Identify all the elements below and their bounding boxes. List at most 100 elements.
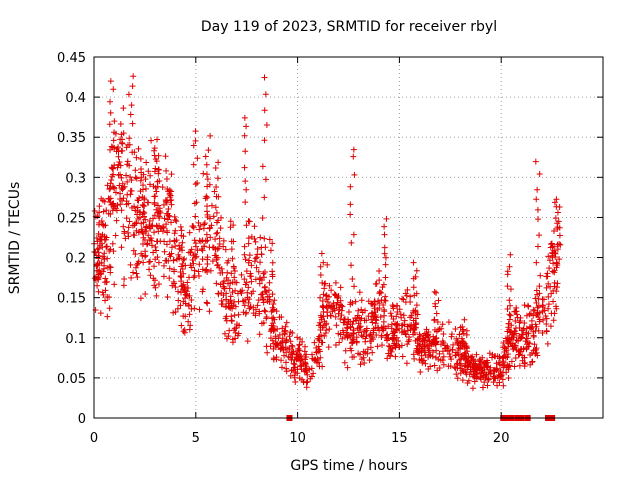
- data-point: [171, 280, 178, 287]
- data-point: [392, 353, 399, 360]
- data-point: [192, 137, 199, 144]
- data-point: [338, 307, 345, 314]
- y-tick-label: 0.15: [57, 292, 86, 307]
- data-point: [97, 236, 104, 243]
- data-point: [168, 250, 175, 257]
- data-point: [270, 300, 277, 307]
- data-point: [404, 286, 411, 293]
- data-point: [324, 298, 331, 305]
- data-point: [367, 300, 374, 307]
- data-point: [515, 338, 522, 345]
- x-tick-label: 0: [90, 431, 98, 446]
- data-point: [151, 147, 158, 154]
- data-point: [181, 329, 188, 336]
- data-point: [250, 310, 257, 317]
- data-point: [476, 357, 483, 364]
- data-point: [274, 340, 281, 347]
- data-point: [521, 302, 528, 309]
- data-point: [117, 201, 124, 208]
- data-point: [496, 379, 503, 386]
- data-point: [499, 354, 506, 361]
- data-point: [221, 330, 228, 337]
- data-point: [260, 299, 267, 306]
- data-point: [332, 279, 339, 286]
- data-point: [370, 313, 377, 320]
- data-point: [288, 342, 295, 349]
- data-point: [407, 298, 414, 305]
- data-point: [200, 243, 207, 250]
- x-tick-label: 10: [289, 431, 306, 446]
- data-point: [508, 358, 515, 365]
- data-point: [332, 342, 339, 349]
- data-point: [138, 166, 145, 173]
- data-point: [117, 190, 124, 197]
- data-point: [283, 336, 290, 343]
- data-point: [350, 336, 357, 343]
- data-point: [528, 325, 535, 332]
- data-point: [130, 231, 137, 238]
- data-point: [261, 307, 268, 314]
- data-point: [119, 180, 126, 187]
- data-point: [314, 355, 321, 362]
- data-point: [534, 206, 541, 213]
- data-point: [227, 280, 234, 287]
- data-point: [339, 303, 346, 310]
- data-point: [147, 258, 154, 265]
- data-point: [310, 370, 317, 377]
- data-point: [412, 321, 419, 328]
- data-point: [125, 224, 132, 231]
- data-point: [322, 292, 329, 299]
- data-point: [505, 375, 512, 382]
- data-point: [363, 333, 370, 340]
- data-point: [431, 326, 438, 333]
- data-point: [190, 161, 197, 168]
- data-point: [528, 317, 535, 324]
- data-point: [231, 264, 238, 271]
- data-point: [407, 326, 414, 333]
- data-point: [481, 360, 488, 367]
- data-point: [140, 202, 147, 209]
- data-point: [262, 91, 269, 98]
- data-point: [256, 331, 263, 338]
- data-point: [537, 272, 544, 279]
- data-point: [142, 176, 149, 183]
- data-point: [527, 310, 534, 317]
- data-point: [138, 220, 145, 227]
- data-point: [350, 318, 357, 325]
- data-point: [548, 240, 555, 247]
- data-point: [382, 261, 389, 268]
- data-point: [539, 329, 546, 336]
- data-point: [214, 246, 221, 253]
- data-point: [217, 225, 224, 232]
- data-point: [347, 324, 354, 331]
- data-point: [531, 341, 538, 348]
- data-point: [213, 193, 220, 200]
- data-point: [154, 136, 161, 143]
- data-point: [406, 322, 413, 329]
- data-point: [326, 326, 333, 333]
- data-point: [351, 171, 358, 178]
- data-point: [111, 118, 118, 125]
- data-point: [461, 363, 468, 370]
- data-point: [551, 227, 558, 234]
- data-point: [244, 338, 251, 345]
- data-point: [151, 229, 158, 236]
- data-point: [462, 362, 469, 369]
- data-point: [412, 324, 419, 331]
- data-point: [344, 364, 351, 371]
- data-point: [214, 254, 221, 261]
- data-point: [126, 162, 133, 169]
- data-point: [521, 359, 528, 366]
- data-point: [344, 325, 351, 332]
- data-point: [118, 244, 125, 251]
- data-point: [128, 177, 135, 184]
- data-point: [235, 311, 242, 318]
- data-point: [214, 175, 221, 182]
- data-point: [315, 322, 322, 329]
- data-point: [507, 328, 514, 335]
- data-point: [387, 346, 394, 353]
- data-point: [543, 327, 550, 334]
- data-point: [151, 282, 158, 289]
- data-point: [136, 214, 143, 221]
- data-point: [163, 176, 170, 183]
